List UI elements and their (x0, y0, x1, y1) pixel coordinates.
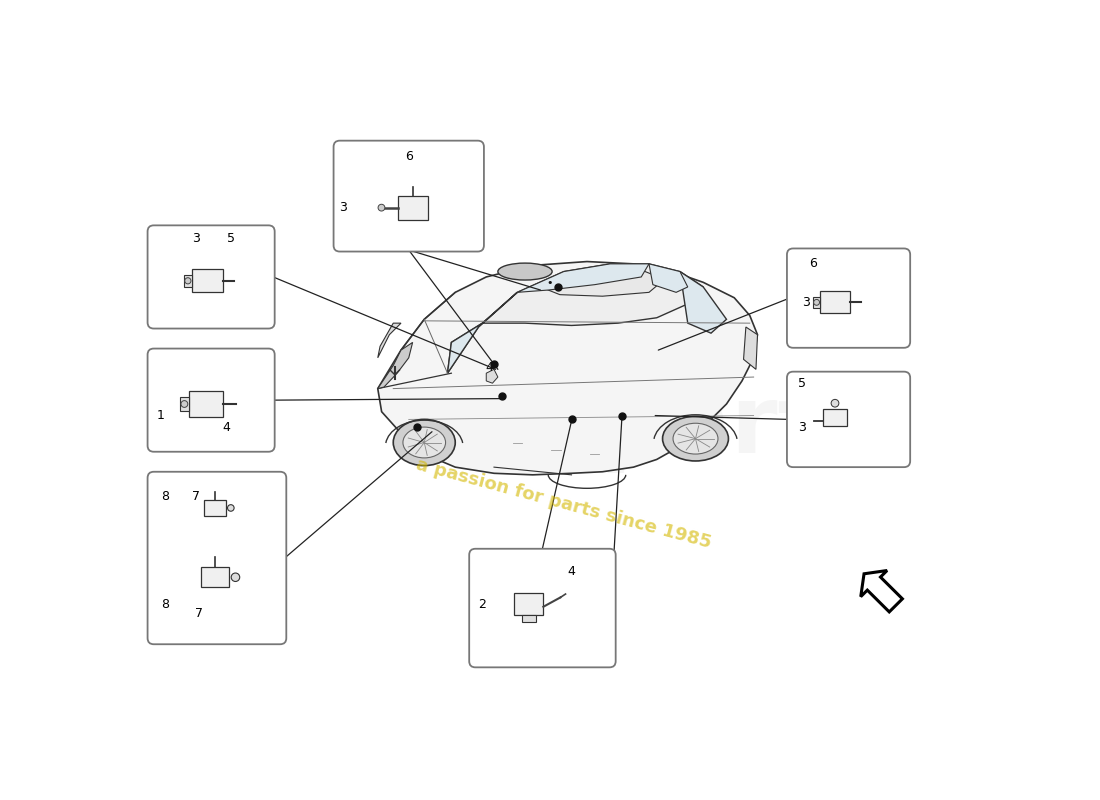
FancyBboxPatch shape (786, 249, 910, 348)
Text: 4: 4 (222, 421, 231, 434)
Circle shape (182, 401, 188, 407)
Text: GKparts: GKparts (450, 381, 880, 473)
Bar (205, 500, 225, 516)
Text: 4: 4 (568, 566, 575, 578)
Ellipse shape (403, 427, 446, 458)
Polygon shape (861, 570, 902, 612)
Text: •: • (547, 278, 553, 288)
Text: a passion for parts since 1985: a passion for parts since 1985 (414, 456, 714, 552)
Circle shape (231, 573, 240, 582)
FancyBboxPatch shape (786, 372, 910, 467)
Ellipse shape (394, 419, 455, 466)
Polygon shape (649, 264, 688, 292)
FancyBboxPatch shape (147, 226, 275, 329)
Text: 3: 3 (802, 296, 810, 309)
Polygon shape (448, 292, 517, 373)
Bar (522, 615, 536, 622)
Text: 2: 2 (478, 598, 486, 610)
Polygon shape (680, 271, 726, 333)
Ellipse shape (662, 416, 728, 461)
Polygon shape (448, 264, 703, 373)
Bar (180, 398, 189, 410)
Polygon shape (377, 342, 412, 389)
Circle shape (185, 278, 191, 284)
Text: 7: 7 (191, 490, 199, 503)
Ellipse shape (498, 263, 552, 280)
Bar (824, 410, 847, 426)
Circle shape (814, 299, 820, 306)
Text: 4: 4 (485, 362, 493, 374)
Bar (189, 391, 222, 417)
Polygon shape (744, 327, 758, 370)
Circle shape (378, 204, 385, 211)
FancyBboxPatch shape (333, 141, 484, 251)
Ellipse shape (673, 423, 718, 454)
Text: 8: 8 (161, 598, 168, 610)
Bar (184, 274, 191, 287)
Text: 3: 3 (799, 421, 806, 434)
Bar (398, 196, 428, 219)
Bar (515, 593, 543, 615)
Bar (191, 270, 222, 292)
FancyBboxPatch shape (470, 549, 616, 667)
Text: 3: 3 (339, 201, 346, 214)
Polygon shape (544, 267, 664, 296)
Polygon shape (486, 370, 498, 383)
Text: 6: 6 (405, 150, 412, 162)
Text: 5: 5 (799, 377, 806, 390)
Polygon shape (517, 264, 649, 292)
Text: 7: 7 (196, 607, 204, 620)
Bar (813, 297, 821, 308)
Circle shape (228, 505, 234, 511)
Text: 8: 8 (161, 490, 168, 503)
FancyBboxPatch shape (147, 472, 286, 644)
Polygon shape (377, 262, 758, 475)
Text: 1: 1 (157, 409, 165, 422)
Text: 3: 3 (191, 232, 199, 245)
Polygon shape (377, 323, 402, 358)
Text: 5: 5 (227, 232, 234, 245)
Text: 6: 6 (810, 258, 817, 270)
Bar (821, 291, 849, 314)
Circle shape (832, 399, 839, 407)
FancyBboxPatch shape (147, 349, 275, 452)
Bar (201, 567, 229, 587)
